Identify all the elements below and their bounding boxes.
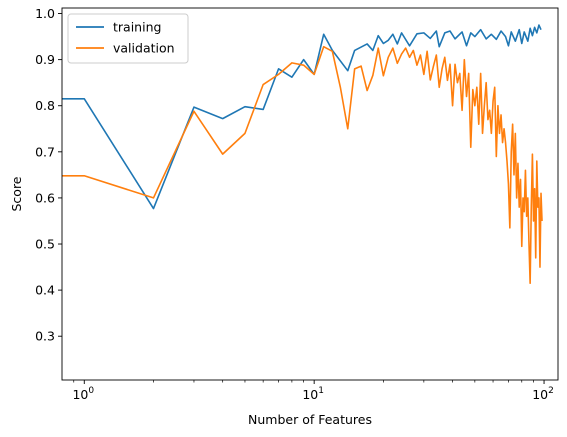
series-line-training [62,24,542,210]
x-tick-label: 100 [72,386,94,402]
series-line-validation [62,45,543,285]
x-tick-label: 101 [302,386,324,402]
legend-label-validation: validation [113,41,175,56]
y-tick-label: 0.8 [35,98,55,113]
y-tick-label: 0.9 [35,52,55,67]
x-tick-label: 102 [532,386,554,402]
y-tick-label: 0.5 [35,237,55,252]
axes-layer: 0.3 0.4 0.5 0.6 0.7 0.8 0.9 1.0 100 101 102 [35,6,559,402]
series-layer [62,24,543,285]
y-axis-label: Score [9,176,24,211]
plot-frame [61,7,559,381]
y-tick-label: 0.3 [35,329,55,344]
y-tick-label: 0.4 [35,283,55,298]
y-tick-label: 1.0 [35,6,55,21]
x-axis-label: Number of Features [248,412,372,427]
y-tick-label: 0.7 [35,144,55,159]
legend: training validation [67,13,189,64]
plot-background [62,8,558,380]
y-tick-label: 0.6 [35,190,55,205]
legend-label-training: training [113,20,161,35]
